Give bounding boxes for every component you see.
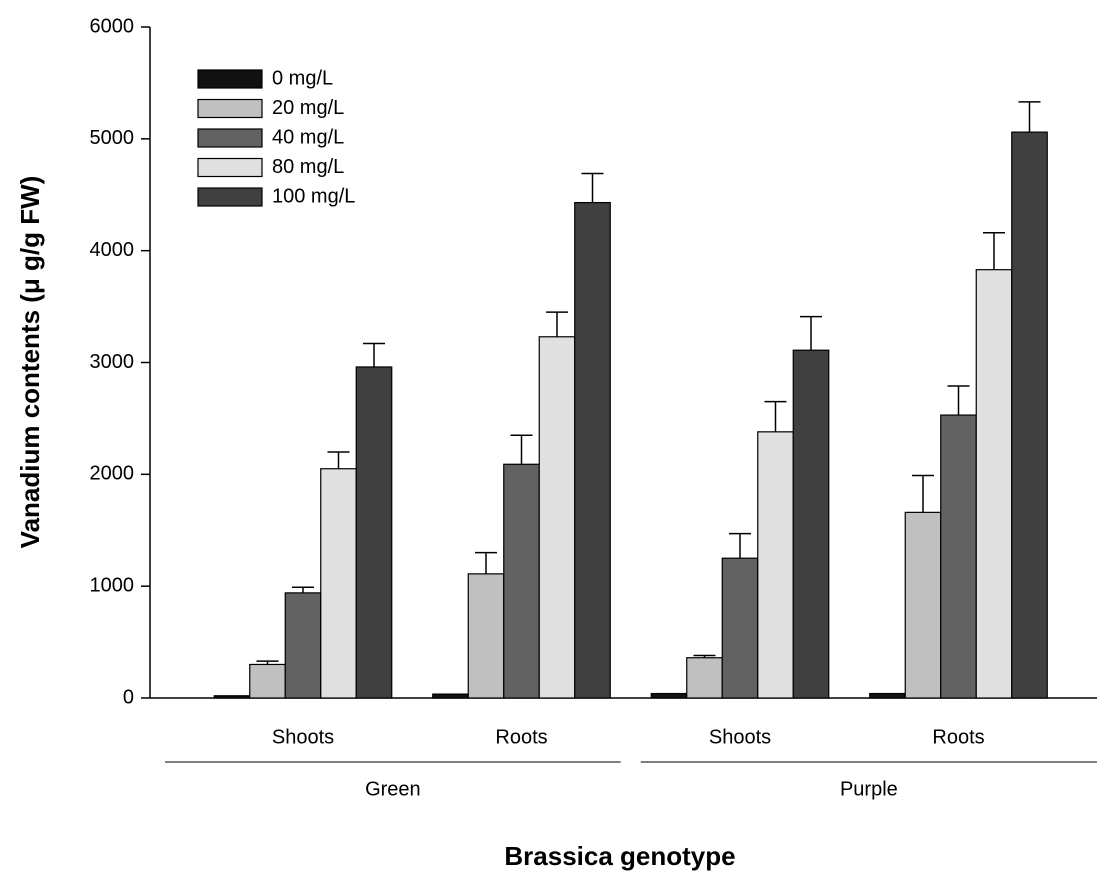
bar: [213, 695, 251, 699]
legend-label: 100 mg/L: [272, 185, 355, 207]
y-tick-label: 4000: [90, 239, 135, 261]
bar: [503, 463, 540, 699]
legend-swatch: [197, 187, 263, 207]
y-tick-label: 5000: [90, 127, 135, 149]
bar: [721, 557, 759, 699]
y-tick-label: 3000: [90, 351, 135, 373]
bar: [686, 657, 723, 699]
bar: [975, 269, 1013, 699]
y-axis-label: Vanadium contents (μ g/g FW): [15, 176, 45, 549]
bar: [574, 201, 611, 699]
bar: [538, 336, 576, 699]
legend-label: 80 mg/L: [272, 156, 344, 178]
group-label: Purple: [840, 778, 898, 800]
y-tick-label: 0: [123, 686, 134, 708]
group-label: Green: [365, 778, 421, 800]
x-tick-label: Roots: [495, 726, 547, 748]
bar: [904, 511, 942, 699]
bar: [1011, 131, 1048, 699]
bar: [284, 592, 322, 699]
y-tick-label: 2000: [90, 463, 135, 485]
bar: [792, 349, 830, 699]
bar: [467, 573, 505, 699]
y-tick-label: 1000: [90, 574, 135, 596]
x-tick-label: Shoots: [272, 726, 334, 748]
x-tick-label: Shoots: [709, 726, 771, 748]
x-tick-label: Roots: [932, 726, 984, 748]
legend-swatch: [197, 128, 263, 148]
y-tick-label: 6000: [90, 15, 135, 37]
legend-swatch: [197, 69, 263, 89]
x-axis-label: Brassica genotype: [504, 841, 735, 871]
bar: [432, 693, 469, 699]
legend-swatch: [197, 98, 263, 119]
bar: [940, 414, 977, 699]
legend-label: 20 mg/L: [272, 97, 344, 119]
bar: [320, 468, 357, 699]
bar: [869, 692, 906, 699]
legend-swatch: [197, 157, 263, 178]
bar: [757, 431, 794, 699]
bar: [249, 663, 286, 699]
legend-label: 40 mg/L: [272, 126, 344, 148]
bar: [650, 692, 688, 699]
legend-label: 0 mg/L: [272, 67, 333, 89]
bar: [355, 366, 393, 699]
